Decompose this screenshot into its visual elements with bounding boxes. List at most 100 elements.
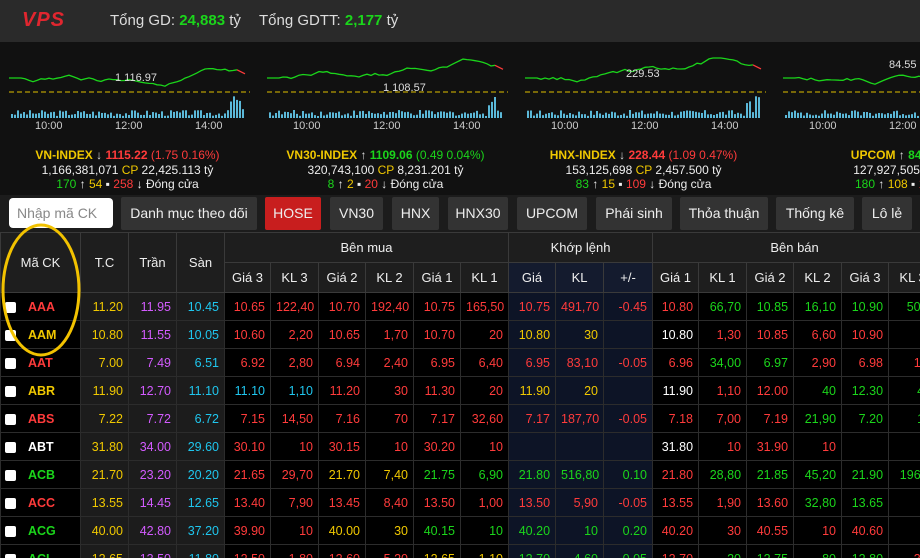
cell: 40.00 [80,516,129,545]
market-tab[interactable]: Phái sinh [596,197,672,230]
row-checkbox[interactable] [5,385,16,397]
volume-bar [746,103,748,118]
market-tab[interactable]: Danh mục theo dõi [121,197,257,230]
market-tab[interactable]: VN30 [330,197,383,230]
cell: 30.10 [224,432,271,461]
market-tab[interactable]: Lô lẻ [862,197,912,230]
cell: 32,80 [793,488,843,517]
volume-bar [149,114,151,118]
volume-bar [836,111,838,118]
volume-bar [227,110,229,118]
column-header: +/- [603,262,654,293]
cell: -0.45 [603,292,654,321]
market-tab[interactable]: HNX [392,197,439,230]
volume-bar [446,112,448,118]
cell: 7.22 [80,404,129,433]
volume-bar [854,110,856,118]
volume-bar [65,110,67,118]
cell: 30 [555,320,605,349]
volume-bar [704,110,706,118]
cell [603,432,654,461]
volume-bar [422,113,424,118]
volume-bar [332,112,334,118]
volume-bar [716,113,718,118]
row-checkbox[interactable] [5,497,16,509]
volume-bar [713,115,715,118]
volume-bar [359,111,361,118]
index-tail [752,64,762,70]
volume-bar [692,111,694,118]
cell: 21.90 [841,460,890,489]
volume-bar [482,113,484,118]
sparkline [267,58,508,118]
cell: 21.65 [224,460,271,489]
volume-bar [302,111,304,118]
cell: 10.85 [746,292,795,321]
volume-bar [125,113,127,118]
volume-bar [461,113,463,118]
column-header: Giá 1 [652,262,700,293]
cell: 21.85 [746,460,795,489]
row-checkbox[interactable] [5,413,16,425]
row-checkbox[interactable] [5,553,16,558]
cell: 7.19 [746,404,795,433]
volume-bar [548,112,550,118]
column-header: Giá 2 [746,262,795,293]
volume-bar [308,113,310,118]
market-tab[interactable]: HNX30 [448,197,508,230]
volume-bar [755,96,757,118]
row-checkbox[interactable] [5,357,16,369]
cell: 20 [698,544,748,558]
status: Đóng cửa [145,177,199,191]
search-input[interactable]: Nhập mã CK [9,198,113,228]
volume-bar [497,110,499,118]
cell: 10.80 [652,320,700,349]
market-tab[interactable]: HOSE [265,197,321,230]
volume-bar [866,112,868,118]
sparkline [9,67,250,118]
row-checkbox[interactable] [5,329,16,341]
volume-bar [146,110,148,118]
volume-bar [137,112,139,118]
column-header: KL 2 [365,262,414,293]
advances: 170 [56,177,77,191]
volume-bar [68,115,70,118]
index-breadth: 8 ↑ 2 ▪ 20 ↓ Đóng cửa [327,177,444,191]
time-label: 12:00 [631,120,659,132]
market-tab[interactable]: Thỏa thuận [680,197,768,230]
volume-bar [695,111,697,118]
volume-bar [824,110,826,118]
volume-bar [659,113,661,118]
cell: 13.55 [80,488,129,517]
cell: 11.30 [413,376,461,405]
volume-bar [785,114,787,118]
market-tab[interactable]: Thống kê [776,197,854,230]
volume-bar [188,115,190,118]
header-row: Mã CK T.C Trần Sàn Bên mua Khớp lệnh Bên bán [0,232,920,293]
cell: 6.96 [652,348,700,377]
volume-bar [326,114,328,118]
row-checkbox[interactable] [5,469,16,481]
row-checkbox[interactable] [5,301,16,313]
index-value: 1109.06 [369,148,413,162]
volume-bar [614,112,616,118]
row-checkbox[interactable] [5,441,16,453]
unchanged: 54 [88,177,103,191]
market-tab[interactable]: UPCOM [517,197,587,230]
volume-bar [857,111,859,118]
volume-bar [494,97,496,118]
volume-bar [416,114,418,118]
volume-bar [119,114,121,118]
cell: 10 [888,404,920,433]
volume-bar [371,112,373,118]
row-checkbox[interactable] [5,525,16,537]
cell: 40.20 [652,516,700,545]
reference-label: 229.53 [626,68,660,80]
cell: 28,80 [698,460,748,489]
time-label: 12:00 [115,120,143,132]
volume-bar [647,113,649,118]
volume-bar [833,114,835,118]
cell: 29.60 [176,432,225,461]
unit: tỷ [712,163,722,177]
